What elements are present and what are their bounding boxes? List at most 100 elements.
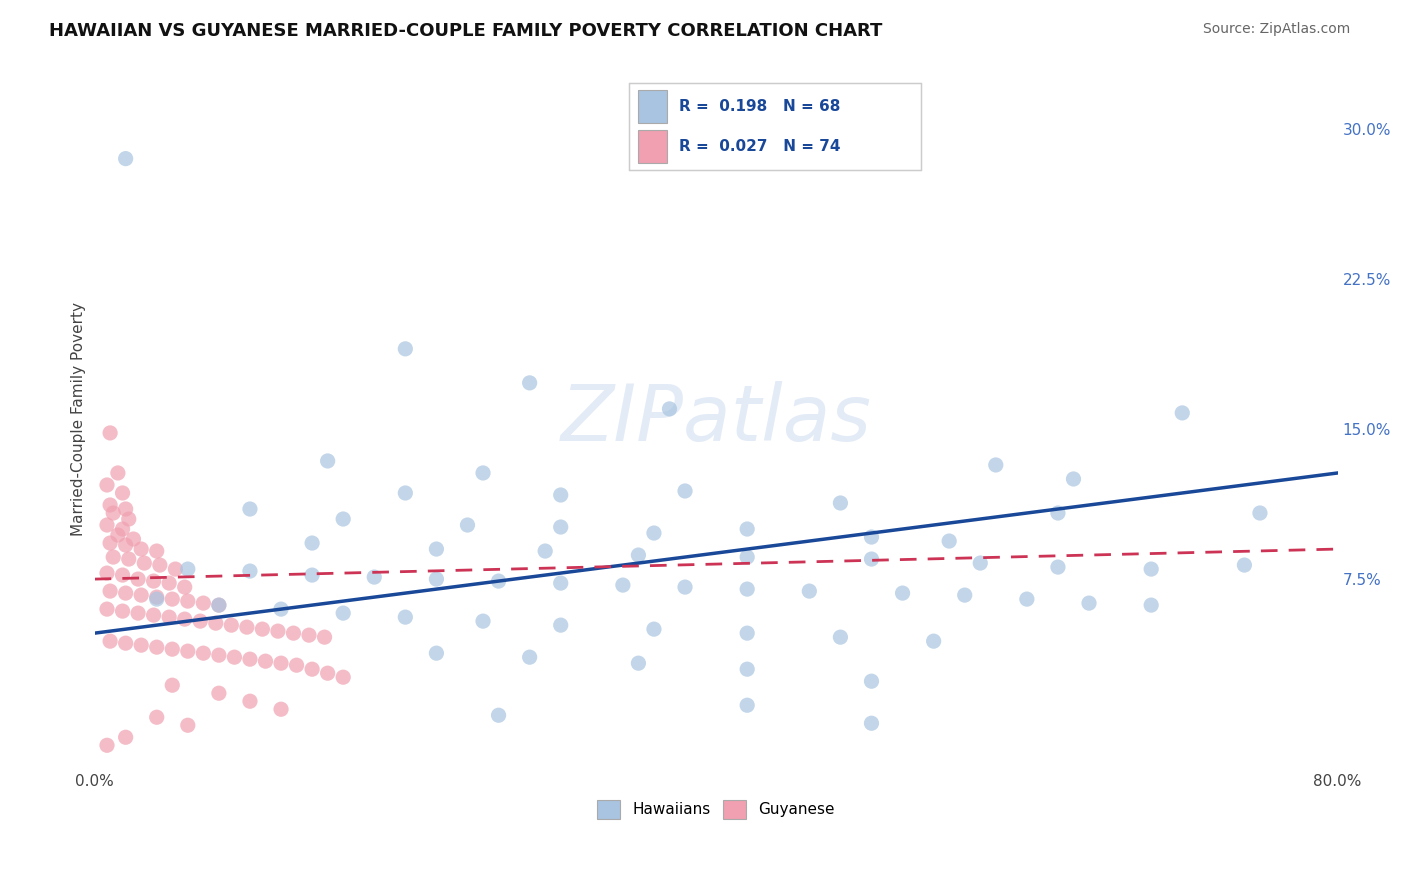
Text: ZIPatlas: ZIPatlas [561, 381, 872, 457]
Point [1015, 592, 1038, 607]
Point [145, 590, 167, 604]
Point [673, 580, 696, 594]
Point [285, 658, 308, 673]
Point [177, 562, 200, 576]
Point [134, 556, 156, 570]
Point [118, 512, 141, 526]
Point [103, 550, 125, 565]
Point [162, 592, 184, 607]
Point [239, 652, 262, 666]
Point [363, 570, 385, 584]
Point [1140, 598, 1163, 612]
Point [221, 618, 243, 632]
Point [316, 666, 339, 681]
Y-axis label: Married-Couple Family Poverty: Married-Couple Family Poverty [72, 301, 86, 536]
Point [425, 542, 447, 557]
Point [114, 538, 136, 552]
Point [114, 152, 136, 166]
Point [239, 564, 262, 578]
Point [111, 522, 134, 536]
Point [1063, 472, 1085, 486]
Point [735, 522, 758, 536]
Point [332, 606, 354, 620]
Point [799, 584, 821, 599]
Point [316, 454, 339, 468]
Point [1249, 506, 1271, 520]
Point [270, 656, 292, 670]
Point [1233, 558, 1256, 572]
Point [193, 646, 215, 660]
Point [173, 612, 195, 626]
Point [550, 520, 572, 534]
Point [208, 686, 231, 700]
Point [1046, 506, 1069, 520]
Point [298, 628, 321, 642]
Point [550, 618, 572, 632]
Point [938, 534, 960, 549]
Point [208, 598, 231, 612]
Point [98, 425, 121, 440]
Point [157, 576, 180, 591]
Point [127, 572, 149, 586]
Point [208, 598, 231, 612]
Point [122, 532, 145, 546]
Point [425, 646, 447, 660]
Point [96, 602, 118, 616]
Point [127, 606, 149, 620]
Point [735, 698, 758, 713]
Point [1140, 562, 1163, 576]
Point [922, 634, 945, 648]
Point [860, 552, 883, 566]
Point [98, 536, 121, 550]
Point [425, 572, 447, 586]
Point [969, 556, 991, 570]
Point [177, 644, 200, 658]
Point [332, 670, 354, 684]
Point [860, 530, 883, 544]
Point [283, 626, 305, 640]
Point [627, 656, 650, 670]
Point [534, 544, 557, 558]
Point [1078, 596, 1101, 610]
Point [208, 648, 231, 663]
Point [472, 466, 495, 480]
Point [673, 483, 696, 498]
Point [658, 401, 681, 416]
Point [111, 568, 134, 582]
Point [254, 654, 277, 668]
Point [107, 528, 129, 542]
Point [129, 638, 152, 652]
Point [550, 576, 572, 591]
Point [860, 674, 883, 689]
Point [830, 630, 852, 644]
Point [149, 558, 172, 572]
Point [270, 702, 292, 716]
Point [204, 616, 226, 631]
Point [252, 622, 274, 636]
Point [472, 614, 495, 628]
Point [98, 584, 121, 599]
Point [111, 486, 134, 500]
Point [129, 542, 152, 557]
Point [239, 694, 262, 708]
Point [96, 566, 118, 580]
Point [643, 622, 665, 636]
Point [456, 518, 478, 533]
Point [984, 458, 1007, 472]
Point [188, 614, 211, 628]
Point [162, 642, 184, 657]
Point [735, 582, 758, 596]
Point [129, 588, 152, 602]
Point [157, 610, 180, 624]
Point [891, 586, 914, 600]
Point [114, 502, 136, 516]
Legend: Hawaiians, Guyanese: Hawaiians, Guyanese [592, 794, 841, 825]
Point [114, 586, 136, 600]
Point [142, 574, 165, 588]
Point [735, 550, 758, 565]
Point [111, 604, 134, 618]
Point [394, 342, 416, 356]
Point [224, 650, 246, 665]
Point [96, 518, 118, 533]
Point [270, 602, 292, 616]
